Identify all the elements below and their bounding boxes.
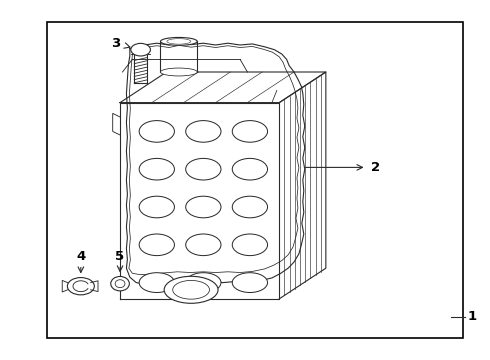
Ellipse shape: [139, 273, 174, 292]
Ellipse shape: [139, 158, 174, 180]
Ellipse shape: [186, 273, 221, 292]
Ellipse shape: [232, 234, 268, 256]
Ellipse shape: [161, 68, 197, 76]
Ellipse shape: [232, 121, 268, 142]
Ellipse shape: [67, 278, 94, 295]
Ellipse shape: [186, 234, 221, 256]
Ellipse shape: [167, 39, 191, 44]
Ellipse shape: [232, 273, 268, 292]
Text: 2: 2: [371, 161, 381, 174]
Bar: [47, 22, 463, 338]
Ellipse shape: [161, 37, 197, 45]
Ellipse shape: [232, 196, 268, 218]
Ellipse shape: [131, 43, 150, 56]
Ellipse shape: [164, 276, 218, 303]
Ellipse shape: [172, 280, 210, 299]
Text: 3: 3: [111, 37, 120, 50]
Ellipse shape: [186, 121, 221, 142]
Ellipse shape: [139, 196, 174, 218]
Ellipse shape: [139, 121, 174, 142]
Text: 5: 5: [116, 250, 124, 263]
Ellipse shape: [232, 158, 268, 180]
Ellipse shape: [186, 158, 221, 180]
Ellipse shape: [186, 196, 221, 218]
Ellipse shape: [115, 280, 125, 288]
Text: 4: 4: [76, 250, 85, 263]
Text: 1: 1: [468, 310, 477, 323]
Ellipse shape: [139, 234, 174, 256]
Ellipse shape: [111, 276, 129, 291]
